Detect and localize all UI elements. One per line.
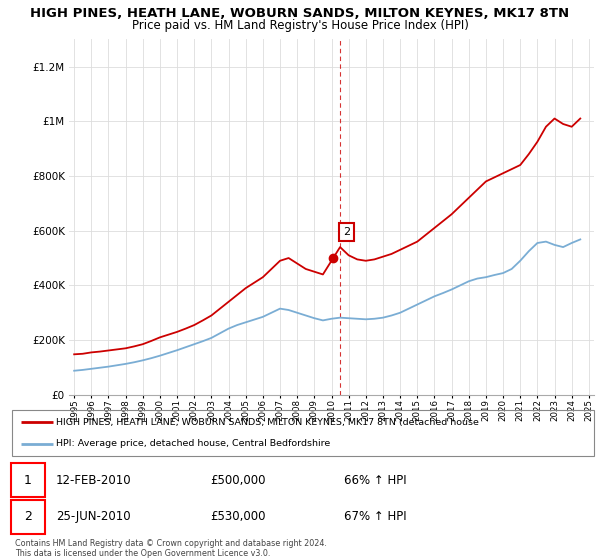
Text: £500,000: £500,000 (210, 474, 265, 487)
Text: 2: 2 (343, 227, 350, 237)
Text: Contains HM Land Registry data © Crown copyright and database right 2024.
This d: Contains HM Land Registry data © Crown c… (15, 539, 327, 558)
Text: 12-FEB-2010: 12-FEB-2010 (56, 474, 131, 487)
FancyBboxPatch shape (11, 500, 44, 534)
Text: 67% ↑ HPI: 67% ↑ HPI (344, 510, 406, 524)
Text: 66% ↑ HPI: 66% ↑ HPI (344, 474, 406, 487)
Text: 2: 2 (24, 510, 32, 524)
Text: 1: 1 (24, 474, 32, 487)
Text: HIGH PINES, HEATH LANE, WOBURN SANDS, MILTON KEYNES, MK17 8TN: HIGH PINES, HEATH LANE, WOBURN SANDS, MI… (31, 7, 569, 20)
FancyBboxPatch shape (11, 463, 44, 497)
Text: 25-JUN-2010: 25-JUN-2010 (56, 510, 130, 524)
Text: Price paid vs. HM Land Registry's House Price Index (HPI): Price paid vs. HM Land Registry's House … (131, 19, 469, 32)
Text: HPI: Average price, detached house, Central Bedfordshire: HPI: Average price, detached house, Cent… (56, 440, 330, 449)
Text: £530,000: £530,000 (210, 510, 265, 524)
Text: HIGH PINES, HEATH LANE, WOBURN SANDS, MILTON KEYNES, MK17 8TN (detached house: HIGH PINES, HEATH LANE, WOBURN SANDS, MI… (56, 418, 479, 427)
